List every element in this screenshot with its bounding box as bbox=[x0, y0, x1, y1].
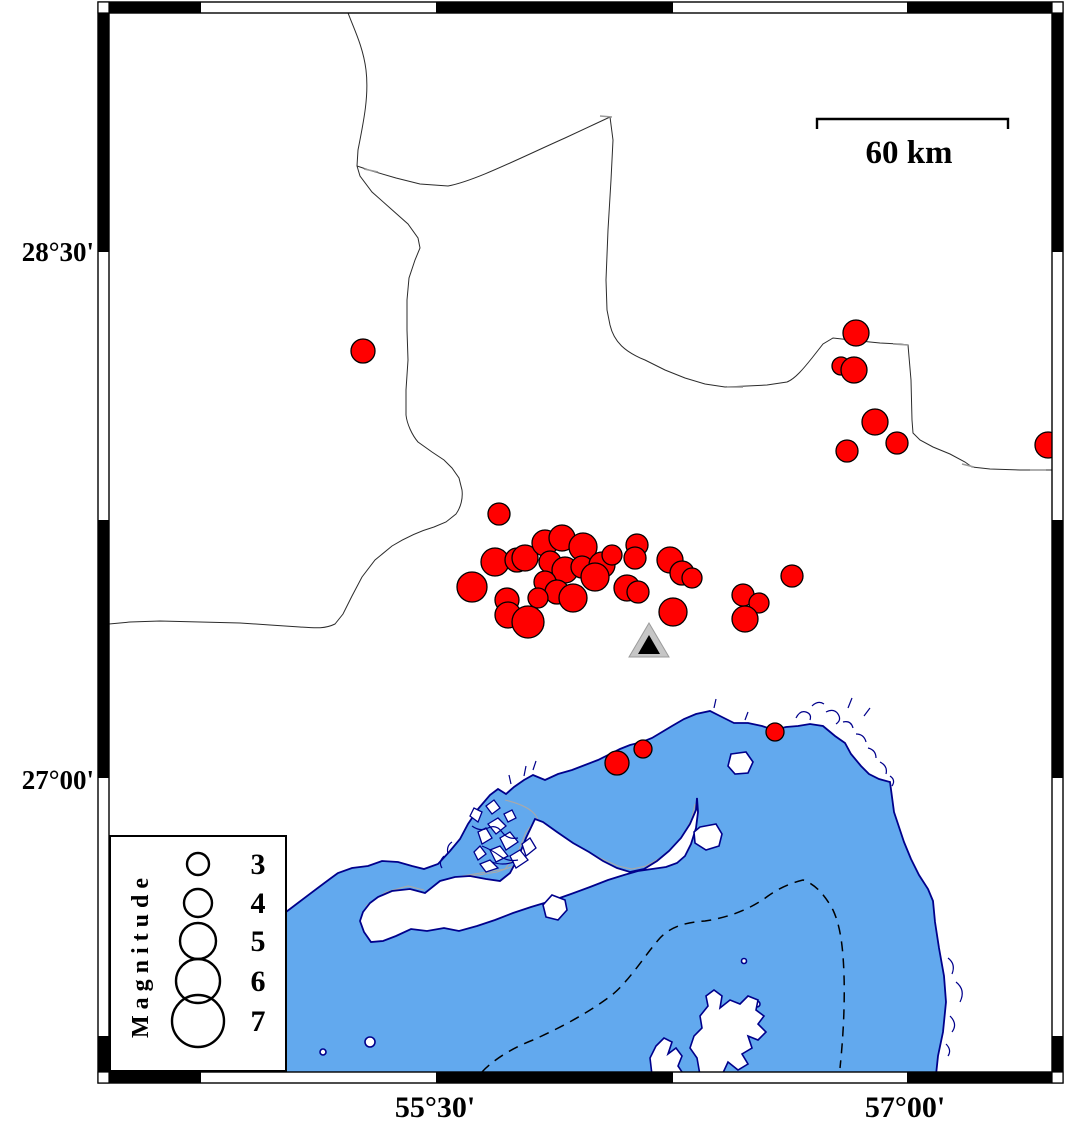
legend-entries: 3 4 5 6 7 bbox=[170, 848, 266, 1049]
station-triangle bbox=[628, 622, 670, 658]
earthquake-marker bbox=[658, 597, 688, 627]
legend-magnitude-value: 6 bbox=[251, 965, 266, 998]
scale-bar-bracket bbox=[815, 117, 1010, 129]
island-hengam bbox=[542, 894, 568, 921]
map-frame bbox=[97, 1, 1064, 1084]
island-archipelago-main bbox=[689, 989, 768, 1072]
earthquake-marker bbox=[861, 408, 889, 436]
earthquake-marker bbox=[748, 592, 770, 614]
bottom-axis-labels: 55°30' 57°00' bbox=[395, 1091, 945, 1121]
small-islands bbox=[319, 751, 768, 1072]
frame-corner-squares bbox=[97, 1, 1064, 1084]
earthquake-marker bbox=[558, 583, 588, 613]
earthquake-marker bbox=[350, 338, 376, 364]
magnitude-legend: Magnitude 3 4 5 6 7 bbox=[109, 835, 287, 1072]
legend-magnitude-circle bbox=[170, 993, 226, 1049]
earthquake-marker bbox=[623, 546, 647, 570]
earthquake-marker bbox=[780, 564, 804, 588]
earthquake-marker bbox=[626, 580, 650, 604]
earthquake-marker bbox=[511, 605, 545, 639]
scale-bar: 60 km bbox=[815, 117, 1010, 171]
bathymetry-contour-dashed bbox=[481, 879, 846, 1072]
station-inner-triangle bbox=[638, 635, 660, 654]
left-axis-labels: 28°30' 27°00' bbox=[22, 237, 94, 795]
map-interior bbox=[109, 13, 1052, 1072]
earthquake-marker bbox=[842, 319, 870, 347]
legend-magnitude-circle bbox=[182, 887, 214, 919]
legend-magnitude-value: 5 bbox=[251, 925, 266, 958]
legend-magnitude-value: 3 bbox=[251, 848, 266, 881]
earthquake-marker bbox=[885, 431, 909, 455]
earthquake-marker bbox=[511, 544, 539, 572]
earthquake-marker bbox=[835, 439, 859, 463]
island-qeshm bbox=[359, 797, 699, 943]
earthquake-marker bbox=[527, 587, 549, 609]
legend-magnitude-circle bbox=[174, 957, 222, 1005]
earthquake-marker bbox=[1034, 431, 1052, 459]
political-boundaries bbox=[109, 13, 1052, 629]
mangrove-islets bbox=[469, 799, 537, 873]
earthquake-marker bbox=[456, 571, 488, 603]
earthquake-marker bbox=[604, 750, 630, 776]
island-archipelago-west bbox=[649, 1037, 683, 1072]
earthquake-marker bbox=[601, 544, 623, 566]
coastal-creeks bbox=[439, 697, 963, 1057]
island-larak bbox=[693, 823, 723, 851]
latitude-tick-label: 28°30' bbox=[22, 237, 94, 267]
mangrove-creeks bbox=[471, 825, 519, 865]
latitude-tick-label: 27°00' bbox=[22, 765, 94, 795]
longitude-tick-label: 55°30' bbox=[395, 1091, 475, 1121]
earthquake-marker bbox=[580, 562, 610, 592]
earthquake-marker bbox=[487, 502, 511, 526]
legend-magnitude-value: 7 bbox=[251, 1005, 266, 1038]
legend-magnitude-circle bbox=[185, 851, 211, 877]
legend-title: Magnitude bbox=[128, 872, 154, 1038]
earthquake-marker bbox=[765, 722, 785, 742]
earthquake-marker bbox=[633, 739, 653, 759]
frame-outer-line bbox=[97, 1, 1064, 1084]
boundary-gray-ticks bbox=[363, 115, 1046, 471]
earthquake-marker bbox=[840, 356, 868, 384]
longitude-tick-label: 57°00' bbox=[865, 1091, 945, 1121]
island-strait bbox=[727, 751, 754, 775]
scale-bar-label: 60 km bbox=[865, 135, 952, 171]
earthquake-layer bbox=[350, 319, 1052, 776]
earthquake-marker bbox=[681, 567, 703, 589]
legend-magnitude-value: 4 bbox=[251, 887, 266, 920]
frame-black-segments bbox=[98, 2, 1063, 1083]
frame-inner-line bbox=[108, 12, 1053, 1073]
earthquake-marker bbox=[731, 605, 759, 633]
